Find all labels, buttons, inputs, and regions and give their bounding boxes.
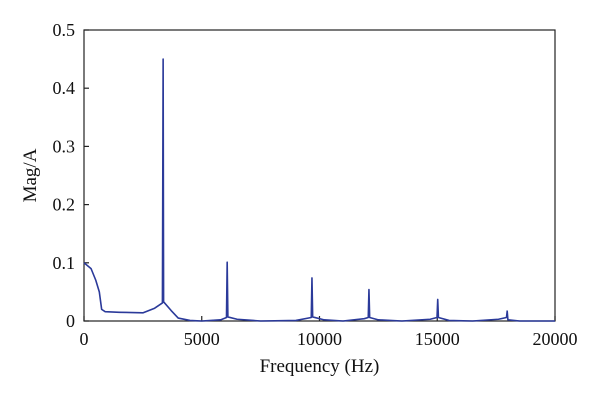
y-tick-label: 0: [66, 311, 75, 331]
x-tick-label: 10000: [297, 329, 342, 349]
y-tick-label: 0.5: [53, 20, 76, 40]
y-axis-title: Mag/A: [20, 148, 41, 202]
x-tick-label: 0: [80, 329, 89, 349]
x-tick-label: 20000: [533, 329, 578, 349]
spectrum-line: [83, 58, 555, 322]
x-tick-label: 15000: [415, 329, 460, 349]
x-tick-label: 5000: [184, 329, 220, 349]
x-axis-ticks: 0 5000 10000 15000 20000: [80, 316, 578, 349]
plot-area-frame: [83, 29, 556, 322]
y-tick-label: 0.2: [53, 195, 76, 215]
y-tick-label: 0.3: [53, 136, 76, 156]
y-axis-ticks: 0 0.1 0.2 0.3 0.4 0.5: [53, 20, 89, 331]
x-axis-title: Frequency (Hz): [260, 356, 380, 377]
y-tick-label: 0.1: [53, 253, 76, 273]
y-tick-label: 0.4: [53, 78, 76, 98]
series-layer: [83, 58, 555, 322]
